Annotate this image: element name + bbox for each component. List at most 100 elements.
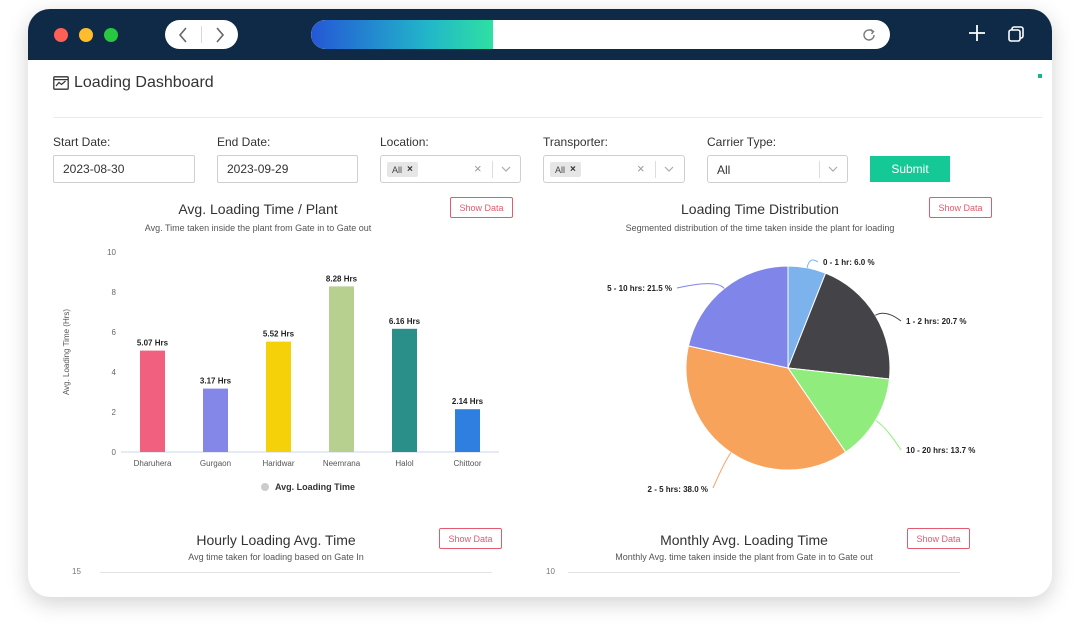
y-tick-label: 6 [112,328,117,337]
hourly-show-data-button[interactable]: Show Data [439,528,502,549]
hourly-chart-subtitle: Avg time taken for loading based on Gate… [188,552,364,562]
select-divider [492,161,493,178]
pie-slice[interactable] [685,345,847,471]
monthly-chart-title: Monthly Avg. Loading Time [660,532,828,548]
carrier-type-select[interactable]: All [707,155,848,183]
pie-connector [712,452,732,489]
pie-chart-subtitle: Segmented distribution of the time taken… [625,223,895,233]
carrier-type-label: Carrier Type: [707,135,777,149]
x-tick-label: Neemrana [323,459,361,468]
plus-icon [969,25,985,41]
bar-chart-subtitle: Avg. Time taken inside the plant from Ga… [144,223,372,233]
pie-data-label: 1 - 2 hrs: 20.7 % [906,317,966,326]
remove-chip-icon[interactable]: × [407,164,413,175]
back-button[interactable] [165,20,201,49]
pie-connector [875,419,902,451]
loading-progress [311,20,493,49]
pie-data-label: 5 - 10 hrs: 21.5 % [607,284,672,293]
carrier-type-value: All [717,163,731,177]
y-tick-label: 10 [107,248,116,257]
address-bar[interactable] [311,20,890,49]
bar-neemrana[interactable] [329,286,354,452]
monthly-show-data-button[interactable]: Show Data [907,528,970,549]
hourly-chart-title: Hourly Loading Avg. Time [196,532,356,548]
y-tick-label: 0 [112,448,117,457]
minimize-window-button[interactable] [79,28,93,42]
pie-show-data-button[interactable]: Show Data [929,197,992,218]
end-date-input[interactable]: 2023-09-29 [217,155,358,183]
monthly-chart-ytick: 10 [546,567,555,576]
bar-data-label: 5.07 Hrs [137,339,169,348]
x-tick-label: Gurgaon [200,459,231,468]
reload-button[interactable] [859,25,878,44]
pie-data-label: 10 - 20 hrs: 13.7 % [906,446,975,455]
hourly-chart-ytick: 15 [72,567,81,576]
transporter-label: Transporter: [543,135,608,149]
x-tick-label: Chittoor [453,459,481,468]
close-window-button[interactable] [54,28,68,42]
location-label: Location: [380,135,429,149]
start-date-input[interactable]: 2023-08-30 [53,155,195,183]
bar-chart-title: Avg. Loading Time / Plant [178,201,338,217]
start-date-label: Start Date: [53,135,111,149]
header-divider [53,117,1043,118]
y-tick-label: 8 [112,288,117,297]
location-chip[interactable]: All × [387,162,418,177]
submit-button[interactable]: Submit [870,156,950,182]
pie-connector [676,283,725,289]
pie-data-label: 0 - 1 hr: 6.0 % [823,258,875,267]
bar-data-label: 3.17 Hrs [200,377,232,386]
end-date-label: End Date: [217,135,271,149]
location-select[interactable]: All × × [380,155,521,183]
bar-chittoor[interactable] [455,409,480,452]
transporter-select[interactable]: All × × [543,155,685,183]
tabs-icon [1008,26,1024,42]
corner-indicator [1038,74,1042,78]
pie-slice[interactable] [787,272,891,380]
pie-slice[interactable] [786,367,890,453]
tabs-button[interactable] [1007,25,1025,43]
y-axis-label: Avg. Loading Time (Hrs) [62,309,71,395]
bar-show-data-button[interactable]: Show Data [450,197,513,218]
page-header: Loading Dashboard [53,74,214,92]
pie-slice[interactable] [687,265,789,369]
reload-icon [862,28,875,41]
forward-button[interactable] [202,20,238,49]
location-chip-label: All [392,164,403,175]
browser-toolbar [28,9,1052,60]
y-tick-label: 4 [112,368,117,377]
legend-label[interactable]: Avg. Loading Time [275,482,355,492]
select-divider [655,161,656,178]
bar-data-label: 6.16 Hrs [389,317,421,326]
bar-halol[interactable] [392,328,417,452]
chevron-down-icon[interactable] [828,164,838,174]
pie-connector [875,312,902,322]
chevron-left-icon [178,26,187,43]
page-title: Loading Dashboard [74,74,214,91]
chevron-right-icon [216,26,225,43]
browser-window: Loading Dashboard Start Date: 2023-08-30… [28,9,1052,597]
new-tab-button[interactable] [964,21,990,47]
bar-haridwar[interactable] [266,341,291,452]
clear-icon[interactable]: × [637,161,645,176]
chevron-down-icon[interactable] [664,164,674,174]
bar-gurgaon[interactable] [203,388,228,452]
x-tick-label: Dharuhera [134,459,172,468]
transporter-chip-label: All [555,164,566,175]
select-divider [819,161,820,178]
y-tick-label: 2 [112,408,117,417]
nav-buttons [165,20,238,49]
bar-dharuhera[interactable] [140,350,165,452]
dashboard-content: Loading Dashboard Start Date: 2023-08-30… [28,60,1052,597]
remove-chip-icon[interactable]: × [570,164,576,175]
nav-divider [201,26,202,43]
clear-icon[interactable]: × [474,161,482,176]
x-tick-label: Halol [395,459,413,468]
chevron-down-icon[interactable] [501,164,511,174]
monthly-chart-subtitle: Monthly Avg. time taken inside the plant… [615,552,873,562]
x-tick-label: Haridwar [262,459,294,468]
maximize-window-button[interactable] [104,28,118,42]
dashboard-icon [53,76,69,90]
transporter-chip[interactable]: All × [550,162,581,177]
bar-data-label: 2.14 Hrs [452,397,484,406]
